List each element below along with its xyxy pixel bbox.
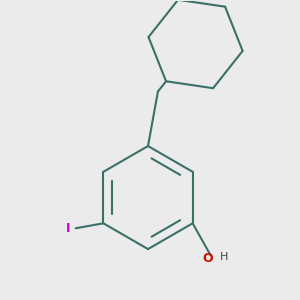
- Text: I: I: [65, 222, 70, 235]
- Text: H: H: [220, 252, 229, 262]
- Text: O: O: [202, 253, 213, 266]
